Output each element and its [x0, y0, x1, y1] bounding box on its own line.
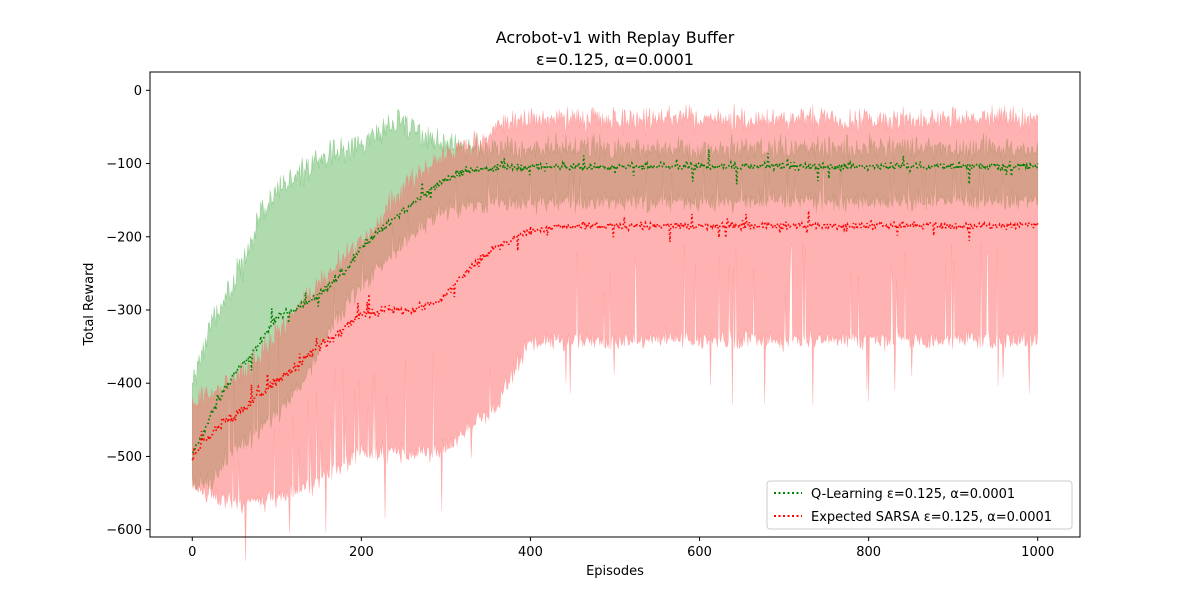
y-tick-label: −500 [106, 450, 142, 465]
y-tick-label: −400 [106, 377, 142, 392]
y-axis-label: Total Reward [82, 263, 97, 347]
x-axis-ticks: 0 200 400 600 800 1000 [188, 537, 1054, 560]
y-tick-label: −300 [106, 303, 142, 318]
line-q-learning [192, 149, 1039, 454]
axes-frame [149, 71, 1081, 538]
x-tick-label: 200 [349, 545, 374, 560]
legend-box [766, 480, 1073, 530]
y-tick-label: −600 [106, 523, 142, 538]
legend-label-q-learning: Q-Learning ε=0.125, α=0.0001 [811, 487, 1015, 502]
y-tick-label: 0 [134, 84, 142, 99]
y-tick-label: −100 [106, 157, 142, 172]
x-tick-label: 1000 [1021, 545, 1054, 560]
x-tick-label: 0 [188, 545, 196, 560]
confidence-bands [191, 104, 1039, 561]
x-axis-label: Episodes [586, 564, 644, 579]
y-tick-label: −200 [106, 230, 142, 245]
legend-label-expected-sarsa: Expected SARSA ε=0.125, α=0.0001 [811, 510, 1052, 525]
x-tick-label: 800 [856, 545, 881, 560]
x-tick-label: 400 [518, 545, 543, 560]
chart-title-line2: ε=0.125, α=0.0001 [536, 50, 694, 69]
y-axis-ticks: 0 −100 −200 −300 −400 −500 −600 [106, 84, 150, 538]
series-lines [191, 149, 1039, 462]
plot-area [191, 104, 1039, 561]
legend: Q-Learning ε=0.125, α=0.0001 Expected SA… [766, 480, 1073, 530]
band-expected-sarsa [191, 104, 1039, 561]
chart-title-line1: Acrobot-v1 with Replay Buffer [496, 28, 735, 47]
x-tick-label: 600 [687, 545, 712, 560]
